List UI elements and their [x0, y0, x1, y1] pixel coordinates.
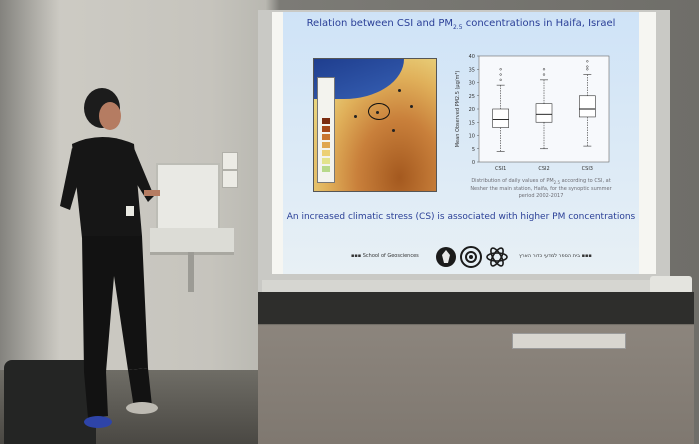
y-tick-label: 30 — [469, 81, 475, 87]
map-station-dot — [354, 115, 357, 118]
map-legend-swatch — [322, 142, 330, 148]
presenter-silhouette — [60, 88, 160, 428]
map-highlight-circle — [368, 103, 390, 120]
slide-footer: ▪▪▪ School of Geosciences בית הספר למדעי… — [283, 244, 639, 270]
projected-slide: Relation between CSI and PM2.5 concentra… — [283, 12, 639, 274]
map-station-dot — [392, 129, 395, 132]
map-station-dot — [410, 105, 413, 108]
box-body — [535, 103, 553, 123]
map-station-dot — [398, 89, 401, 92]
x-tick-label: CSI2 — [538, 166, 549, 172]
y-tick-label: 40 — [469, 54, 475, 60]
box-outlier — [586, 65, 589, 68]
university-logo-icon — [436, 247, 456, 267]
box-outlier — [586, 60, 589, 63]
box-outlier — [586, 68, 589, 71]
board-pen-tray — [262, 280, 662, 294]
footer-left-text: ▪▪▪ School of Geosciences — [351, 253, 419, 259]
caption-line2: according to CSI, at Nesher the main sta… — [470, 178, 612, 199]
wall-outlet-icon — [222, 170, 238, 188]
y-tick-label: 35 — [469, 67, 475, 73]
bag — [4, 360, 96, 444]
box-outlier — [499, 68, 502, 71]
atom-logo-icon — [486, 247, 508, 267]
box-outlier — [542, 68, 546, 71]
map-legend-swatch — [322, 158, 330, 164]
haifa-map — [313, 58, 437, 192]
y-tick-label: 25 — [469, 94, 475, 100]
y-tick-label: 15 — [469, 120, 475, 126]
y-axis-label: Mean Observed PM2.5 (μg/m³) — [455, 71, 461, 148]
slide-conclusion: An increased climatic stress (CS) is ass… — [286, 212, 636, 222]
slide-title: Relation between CSI and PM2.5 concentra… — [283, 18, 639, 31]
map-legend-swatch — [322, 118, 330, 124]
y-tick-label: 5 — [472, 147, 475, 153]
lectern-top — [258, 292, 694, 324]
y-tick-label: 10 — [469, 134, 475, 140]
caption-line1: Distribution of daily values of PM — [471, 178, 554, 184]
sink-pipe — [188, 252, 194, 292]
x-tick-label: CSI3 — [582, 166, 593, 172]
map-legend-swatch — [322, 134, 330, 140]
chart-caption: Distribution of daily values of PM2.5 ac… — [465, 178, 617, 200]
slide-title-subscript: 2.5 — [452, 24, 463, 31]
department-logo-icon — [460, 246, 482, 268]
box-body — [579, 95, 596, 118]
slide-title-main: Relation between CSI and PM — [306, 18, 453, 29]
map-legend-swatch — [322, 126, 330, 132]
caption-subscript: 2.5 — [553, 180, 561, 185]
box-outlier — [499, 73, 502, 76]
projector-box — [650, 276, 692, 294]
map-legend — [317, 77, 335, 183]
map-station-dot — [376, 111, 379, 114]
footer-right-text: בית הספר למדעי כדור הארץ ▪▪▪ — [519, 253, 592, 259]
box-outlier — [499, 78, 502, 82]
map-legend-swatch — [322, 150, 330, 156]
slide-title-tail: concentrations in Haifa, Israel — [462, 18, 616, 29]
wall-switch-icon — [222, 152, 238, 170]
box-outlier — [542, 73, 546, 76]
box-body — [492, 108, 509, 128]
y-tick-label: 20 — [469, 107, 475, 113]
x-tick-label: CSI1 — [495, 166, 506, 172]
y-tick-label: 0 — [472, 160, 475, 166]
lectern-control-panel — [512, 333, 626, 349]
map-legend-swatch — [322, 166, 330, 172]
boxplot-chart: 0 5 10 15 20 25 30 35 40 Mean Observed PM2.5 (μg/… — [455, 54, 610, 172]
